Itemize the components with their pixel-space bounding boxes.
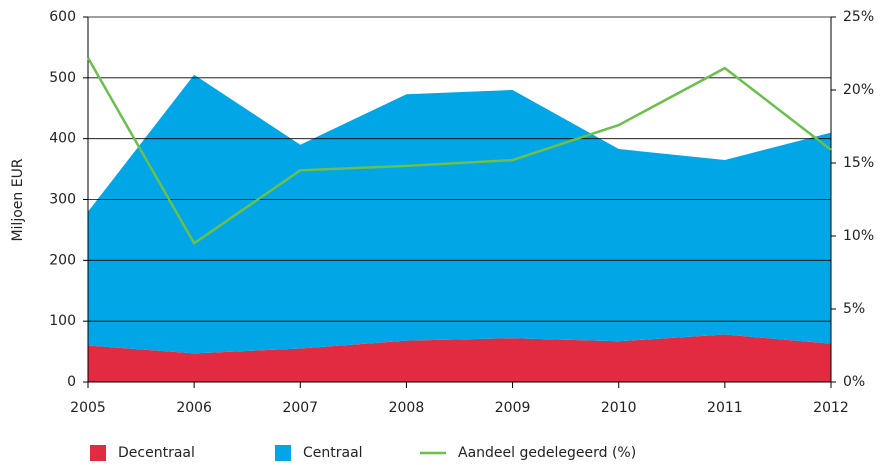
y-tick-label: 400 [49,131,76,147]
y2-tick-label: 10% [843,228,874,244]
y2-tick-label: 20% [843,82,874,98]
y2-tick-label: 0% [843,374,865,390]
line [86,57,832,246]
y-tick-label: 0 [67,374,76,390]
y-tick-label: 100 [49,313,76,329]
y-tick-label: 200 [49,252,76,268]
legend-swatch [90,445,106,461]
x-tick-label: 2007 [282,400,318,416]
y2-tick-label: 25% [843,9,874,25]
x-tick-label: 2009 [495,400,531,416]
x-tick-label: 2012 [813,400,849,416]
legend-label: Aandeel gedelegeerd (%) [458,445,636,461]
area [88,334,831,382]
y2-tick-label: 5% [843,301,865,317]
y-axis-label: Miljoen EUR [10,158,26,241]
x-tick-label: 2011 [707,400,743,416]
y-tick-label: 600 [49,9,76,25]
area [88,74,831,354]
y-tick-label: 500 [49,70,76,86]
x-tick-label: 2005 [70,400,106,416]
y-tick-label: 300 [49,192,76,208]
y2-tick-label: 15% [843,155,874,171]
x-tick-label: 2006 [176,400,212,416]
legend-swatch [275,445,291,461]
legend-label: Decentraal [118,445,195,461]
x-tick-label: 2010 [601,400,637,416]
legend-label: Centraal [303,445,363,461]
x-tick-label: 2008 [389,400,425,416]
